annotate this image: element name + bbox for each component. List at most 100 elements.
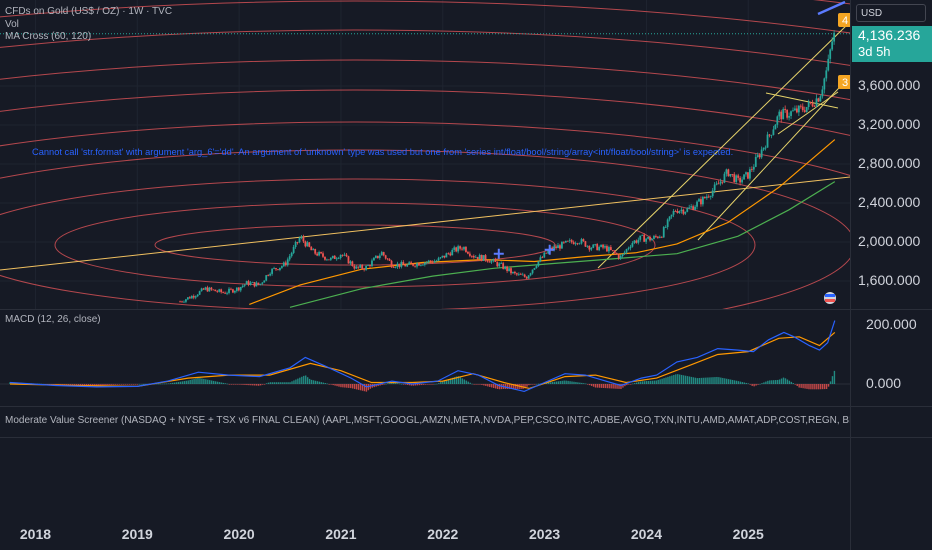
macd-histogram-bar bbox=[645, 381, 648, 384]
candle-body bbox=[429, 260, 432, 262]
signal-marker-label: 3 bbox=[842, 77, 848, 89]
vol-indicator-label[interactable]: Vol bbox=[5, 19, 19, 30]
candle-body bbox=[711, 190, 714, 197]
candle-body bbox=[645, 238, 648, 242]
screener-indicator-label[interactable]: Moderate Value Screener (NASDAQ + NYSE +… bbox=[5, 415, 850, 426]
symbol-title[interactable]: CFDs on Gold (US$ / OZ) · 1W · TVC bbox=[5, 6, 173, 17]
candle-body bbox=[253, 282, 256, 287]
macd-histogram-bar bbox=[577, 382, 579, 384]
macd-histogram-bar bbox=[359, 384, 362, 391]
candle-body bbox=[357, 266, 360, 268]
candle-body bbox=[265, 275, 268, 281]
macd-histogram-bar bbox=[549, 382, 552, 384]
macd-histogram-bar bbox=[563, 380, 565, 384]
macd-histogram-bar bbox=[256, 384, 258, 386]
candle-body bbox=[183, 301, 185, 303]
macd-histogram-bar bbox=[722, 377, 724, 384]
macd-histogram-bar bbox=[487, 384, 489, 387]
macd-histogram-bar bbox=[663, 378, 665, 384]
candle-body bbox=[296, 242, 299, 243]
macd-histogram-bar bbox=[710, 377, 712, 384]
macd-screener-separator[interactable] bbox=[0, 406, 932, 407]
macd-histogram-bar bbox=[459, 377, 462, 384]
candle-body bbox=[320, 251, 322, 254]
macd-histogram-bar bbox=[220, 382, 223, 384]
price-tick-label: 3,200.000 bbox=[858, 116, 921, 132]
macd-histogram-bar bbox=[622, 384, 624, 388]
macd-histogram-bar bbox=[234, 384, 236, 385]
macd-histogram-bar bbox=[667, 376, 669, 384]
candle-body bbox=[617, 254, 620, 259]
macd-histogram-bar bbox=[692, 377, 695, 384]
candle-body bbox=[766, 134, 769, 148]
candle-body bbox=[420, 264, 422, 266]
candle-body bbox=[774, 124, 777, 130]
macd-histogram-bar bbox=[596, 384, 599, 388]
macd-histogram-bar bbox=[669, 376, 671, 384]
candle-body bbox=[523, 274, 526, 277]
screener-axis-separator[interactable] bbox=[0, 437, 932, 438]
price-scale-border bbox=[850, 0, 851, 550]
macd-histogram-bar bbox=[700, 377, 702, 384]
macd-histogram-bar bbox=[720, 377, 722, 384]
candle-body bbox=[210, 287, 213, 290]
currency-selector[interactable]: USD bbox=[856, 4, 926, 22]
candle-body bbox=[655, 236, 657, 237]
macd-histogram-bar bbox=[64, 384, 66, 385]
macd-histogram-bar bbox=[528, 384, 530, 386]
macd-histogram-bar bbox=[130, 384, 133, 385]
candle-body bbox=[609, 247, 612, 250]
candle-body bbox=[786, 110, 789, 118]
candle-body bbox=[721, 181, 724, 183]
macd-histogram-bar bbox=[207, 379, 209, 384]
candle-body bbox=[741, 179, 743, 183]
candle-body bbox=[629, 246, 632, 249]
macd-histogram-bar bbox=[757, 384, 759, 385]
macd-histogram-bar bbox=[330, 384, 332, 385]
macd-histogram-bar bbox=[821, 384, 824, 390]
macd-histogram-bar bbox=[749, 384, 751, 385]
macd-histogram-bar bbox=[461, 378, 464, 384]
candle-body bbox=[449, 253, 452, 256]
signal-marker bbox=[838, 75, 850, 89]
candle-body bbox=[326, 259, 328, 261]
macd-histogram-bar bbox=[653, 380, 655, 384]
candle-body bbox=[220, 289, 223, 293]
candle-body bbox=[557, 245, 559, 249]
macd-histogram-bar bbox=[193, 378, 195, 384]
macd-histogram-bar bbox=[122, 384, 125, 385]
macd-histogram-bar bbox=[635, 382, 638, 384]
candle-body bbox=[694, 206, 696, 210]
macd-histogram-bar bbox=[536, 383, 538, 385]
macd-histogram-bar bbox=[363, 384, 366, 392]
candle-body bbox=[408, 262, 411, 265]
candle-body bbox=[331, 255, 334, 259]
macd-histogram-bar bbox=[189, 379, 191, 384]
macd-histogram-bar bbox=[590, 384, 593, 386]
ma-cross-indicator-label[interactable]: MA Cross (60, 120) bbox=[5, 31, 92, 42]
macd-histogram-bar bbox=[406, 384, 409, 385]
candle-body bbox=[819, 96, 822, 102]
macd-histogram-bar bbox=[438, 383, 440, 384]
macd-histogram-bar bbox=[457, 376, 460, 384]
macd-histogram-bar bbox=[422, 384, 424, 385]
macd-indicator-label[interactable]: MACD (12, 26, close) bbox=[5, 314, 101, 325]
macd-histogram-bar bbox=[75, 384, 78, 385]
candle-body bbox=[764, 147, 767, 149]
macd-histogram-bar bbox=[641, 381, 644, 384]
macd-histogram-bar bbox=[87, 384, 90, 386]
macd-histogram-bar bbox=[526, 384, 528, 387]
macd-histogram-bar bbox=[50, 384, 52, 385]
candle-body bbox=[676, 211, 679, 213]
price-macd-separator[interactable] bbox=[0, 309, 932, 310]
candle-body bbox=[186, 297, 189, 300]
candle-body bbox=[292, 246, 295, 253]
candle-body bbox=[206, 287, 209, 292]
macd-histogram-bar bbox=[788, 380, 791, 384]
macd-histogram-bar bbox=[128, 384, 131, 385]
macd-histogram-bar bbox=[320, 382, 323, 384]
macd-histogram-bar bbox=[778, 379, 781, 384]
candle-body bbox=[637, 239, 640, 243]
macd-histogram-bar bbox=[118, 384, 121, 385]
